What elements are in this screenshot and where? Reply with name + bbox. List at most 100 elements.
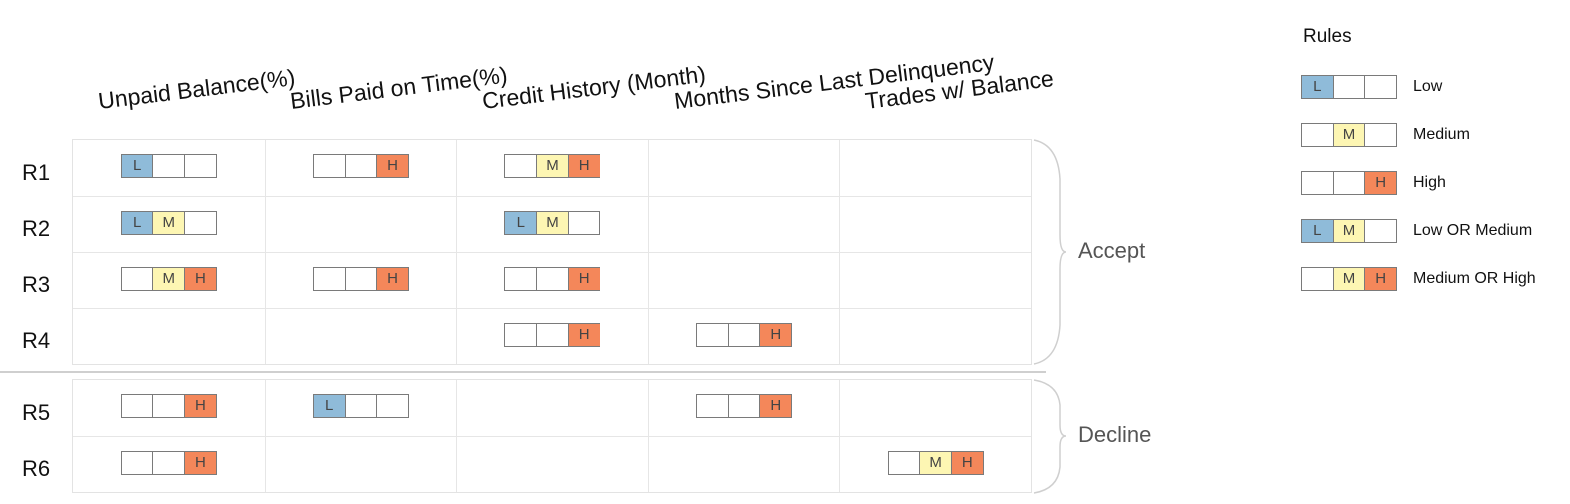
level-high-segment: H (567, 155, 600, 177)
empty-segment (314, 155, 345, 177)
level-low-segment: L (121, 211, 153, 234)
level-high-segment: H (759, 395, 792, 417)
empty-segment (536, 267, 568, 290)
rule-cell: H (456, 309, 648, 364)
level-medium-segment: M (1332, 268, 1365, 290)
condition-indicator: H (312, 266, 409, 291)
legend-item: H High (1301, 171, 1446, 195)
rule-cell: H (73, 437, 265, 492)
empty-segment (152, 395, 184, 417)
rule-cell (456, 380, 648, 436)
rule-cell (647, 437, 840, 492)
condition-indicator: H (696, 322, 793, 347)
empty-segment (1364, 124, 1396, 146)
empty-segment (697, 395, 728, 417)
rule-cell (264, 197, 457, 252)
rule-label: R1 (22, 160, 51, 185)
rule-cell (73, 309, 265, 364)
legend-indicator: L (1301, 75, 1397, 99)
level-high-segment: H (567, 267, 600, 290)
rule-cell (647, 253, 840, 308)
level-medium-segment: M (1332, 220, 1365, 242)
legend-indicator: M (1301, 123, 1397, 147)
empty-segment (727, 323, 760, 346)
rule-cell (456, 437, 648, 492)
rule-cell: H (264, 253, 457, 308)
level-high-segment: H (376, 267, 408, 290)
level-high-segment: H (376, 155, 408, 177)
condition-indicator: H (696, 394, 793, 418)
legend-item: L Low (1301, 75, 1442, 99)
column-header-bills-paid: Bills Paid on Time(%) (288, 61, 509, 115)
rule-cell (647, 140, 840, 196)
level-high-segment: H (184, 267, 216, 290)
rule-cell: L (264, 380, 457, 436)
empty-segment (152, 451, 184, 474)
decline-outcome-label: Decline (1078, 422, 1152, 447)
rule-cell: H (647, 380, 840, 436)
empty-segment (567, 211, 600, 234)
legend-label: High (1413, 174, 1446, 191)
condition-indicator: H (504, 322, 601, 347)
empty-segment (1364, 76, 1396, 98)
rule-cell: H (73, 380, 265, 436)
empty-segment (1332, 172, 1365, 194)
rule-cell (839, 197, 1031, 252)
rule-cell (839, 140, 1031, 196)
level-low-segment: L (1302, 220, 1333, 242)
level-high-segment: H (1364, 172, 1397, 194)
rule-cell: H (456, 253, 648, 308)
condition-indicator: H (312, 154, 409, 178)
condition-indicator: H (120, 394, 217, 418)
level-medium-segment: M (152, 211, 185, 234)
legend-label: Low (1413, 78, 1443, 95)
level-low-segment: L (505, 211, 537, 234)
rule-cell (839, 253, 1031, 308)
legend-item: L M Low OR Medium (1301, 219, 1532, 243)
rule-label: R3 (22, 272, 51, 297)
level-high-segment: H (951, 451, 983, 474)
empty-segment (505, 324, 536, 346)
rule-cell: L (73, 140, 265, 196)
level-high-segment: H (184, 395, 216, 417)
level-high-segment: H (759, 323, 792, 346)
empty-segment (184, 211, 216, 234)
empty-segment (1302, 124, 1333, 146)
rule-cell (839, 309, 1031, 364)
level-medium-segment: M (536, 211, 568, 234)
level-medium-segment: M (1332, 124, 1365, 146)
level-medium-segment: M (152, 267, 185, 290)
condition-indicator: H (504, 266, 601, 291)
rule-label: R4 (22, 328, 51, 353)
empty-segment (376, 395, 408, 417)
legend-item: M H Medium OR High (1301, 267, 1536, 291)
rule-label: R2 (22, 216, 51, 241)
accept-brace (1033, 139, 1066, 365)
legend-indicator: H (1301, 171, 1397, 195)
level-low-segment: L (121, 155, 153, 177)
level-high-segment: H (184, 451, 216, 474)
rule-cell (264, 309, 457, 364)
empty-segment (122, 268, 153, 290)
empty-segment (889, 452, 920, 474)
empty-segment (505, 268, 536, 290)
empty-segment (697, 324, 728, 346)
rule-cell (264, 437, 457, 492)
column-header-unpaid-balance: Unpaid Balance(%) (96, 64, 297, 115)
empty-segment (122, 452, 153, 474)
empty-segment (344, 267, 377, 290)
legend-title: Rules (1303, 26, 1352, 47)
